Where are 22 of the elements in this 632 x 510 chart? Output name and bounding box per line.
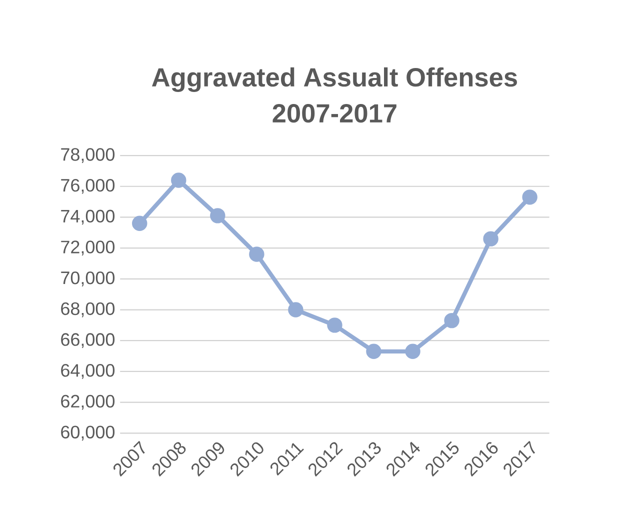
point [171, 172, 186, 188]
point [522, 190, 538, 205]
point [132, 216, 148, 232]
point [483, 231, 498, 246]
y-tick-label: 76,000 [61, 178, 115, 194]
y-tick-label: 68,000 [61, 302, 115, 318]
point [405, 344, 420, 360]
point [444, 312, 460, 328]
chart-title: Aggravated Assualt Offenses 2007-2017 [152, 67, 517, 123]
y-tick-label: 62,000 [61, 394, 115, 410]
y-tick-label: 74,000 [61, 210, 115, 225]
y-tick-label: 72,000 [61, 240, 115, 256]
y-tick-label: 78,000 [61, 148, 115, 163]
point [327, 318, 342, 333]
point [366, 344, 382, 360]
y-tick-label: 70,000 [61, 272, 115, 286]
point [249, 246, 264, 262]
point [210, 208, 226, 224]
y-tick-label: 66,000 [61, 333, 115, 348]
point [288, 302, 304, 318]
y-tick-label: 60,000 [61, 426, 115, 441]
y-tick-label: 64,000 [61, 364, 115, 379]
